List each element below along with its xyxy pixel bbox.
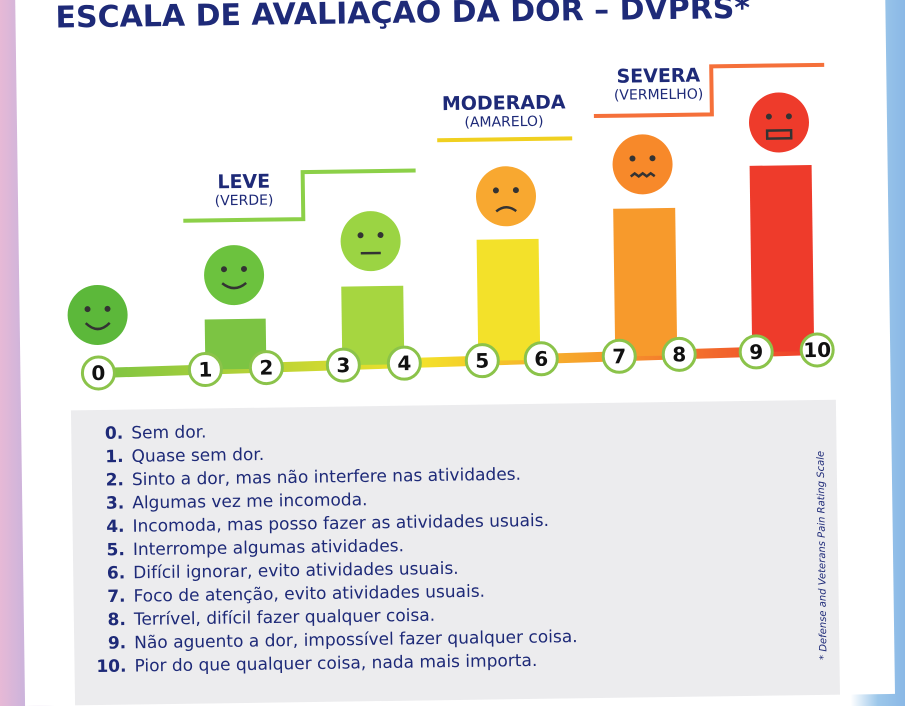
description-number: 1.: [105, 447, 124, 467]
scale: 0 1 2 3 4 5 6 7 8 9 10: [65, 92, 834, 390]
pain-bar: [613, 208, 677, 357]
face: [204, 245, 265, 306]
description-text: Terrível, difícil fazer qualquer coisa.: [133, 606, 436, 630]
level-label: SEVERA: [616, 65, 700, 88]
scale-number: 7: [612, 344, 626, 368]
description-number: 7.: [107, 587, 126, 607]
face: [749, 92, 810, 153]
scale-number: 6: [534, 347, 548, 371]
scale-number: 5: [475, 349, 489, 373]
pain-bar: [750, 165, 815, 352]
description-number: 10.: [96, 657, 126, 677]
infographic: ESCALA DE AVALIAÇÃO DA DOR – DVPRS* LEVE…: [15, 0, 895, 706]
description-number: 2.: [105, 470, 124, 490]
moderada-step: [437, 138, 572, 140]
face: [612, 134, 673, 195]
description-number: 0.: [105, 424, 124, 444]
description-text: Algumas vez me incomoda.: [132, 490, 368, 513]
page: ESCALA DE AVALIAÇÃO DA DOR – DVPRS* LEVE…: [0, 0, 905, 679]
card: ESCALA DE AVALIAÇÃO DA DOR – DVPRS* LEVE…: [15, 0, 895, 706]
scale-number: 9: [749, 340, 763, 364]
description-number: 6.: [107, 563, 126, 583]
level-label: LEVE: [217, 171, 270, 194]
level-color: (VERDE): [215, 193, 274, 210]
title: ESCALA DE AVALIAÇÃO DA DOR – DVPRS*: [55, 0, 750, 36]
level-color: (VERMELHO): [614, 87, 704, 104]
level-label: MODERADA: [442, 91, 566, 115]
description-number: 3.: [106, 494, 125, 514]
description-number: 4.: [106, 517, 125, 537]
scale-number: 2: [259, 356, 273, 380]
face: [67, 285, 128, 346]
pain-bar: [477, 239, 541, 361]
scale-number: 3: [336, 353, 350, 377]
scale-number: 0: [91, 361, 105, 385]
description-number: 8.: [107, 610, 126, 630]
scale-number: 1: [198, 357, 212, 381]
description-text: Sem dor.: [131, 422, 207, 443]
description-text: Interrompe algumas atividades.: [133, 536, 404, 560]
description-text: Quase sem dor.: [131, 445, 264, 467]
face: [476, 166, 537, 227]
scale-number: 8: [672, 342, 686, 366]
description-number: 9.: [108, 633, 127, 653]
face: [340, 211, 401, 272]
level-color: (AMARELO): [464, 114, 543, 131]
description-number: 5.: [106, 540, 125, 560]
scale-number: 4: [397, 351, 411, 375]
scale-number: 10: [803, 338, 831, 362]
